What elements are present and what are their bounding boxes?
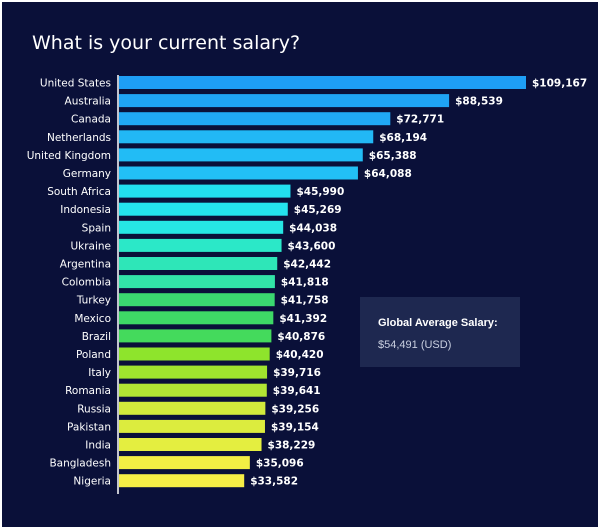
bar [119, 365, 268, 379]
value-label: $39,154 [271, 421, 319, 433]
category-label: Australia [65, 96, 111, 108]
category-label: Indonesia [60, 204, 111, 216]
value-label: $40,420 [276, 349, 324, 361]
category-label: Nigeria [73, 476, 111, 488]
global-average-value: $54,491 (USD) [378, 339, 452, 351]
value-label: $72,771 [396, 114, 444, 126]
bar [119, 347, 270, 361]
value-label: $109,167 [532, 78, 587, 90]
category-label: South Africa [47, 186, 111, 198]
category-label: Germany [63, 168, 111, 180]
category-label: United States [40, 78, 111, 90]
value-label: $39,641 [273, 385, 321, 397]
value-label: $44,038 [289, 222, 337, 234]
category-label: Pakistan [67, 421, 111, 433]
value-label: $39,256 [271, 403, 319, 415]
category-label: Italy [88, 367, 111, 379]
bar [119, 275, 275, 289]
bar [119, 202, 288, 216]
value-label: $45,990 [296, 186, 344, 198]
bar [119, 112, 391, 126]
chart-title: What is your current salary? [32, 32, 301, 54]
bar [119, 456, 250, 470]
value-label: $41,758 [281, 295, 329, 307]
category-label: Netherlands [47, 132, 111, 144]
value-label: $40,876 [277, 331, 325, 343]
value-label: $43,600 [288, 240, 336, 252]
category-label: Russia [77, 403, 111, 415]
category-label: Bangladesh [49, 458, 111, 470]
global-average-box: Global Average Salary: $54,491 (USD) [360, 297, 520, 367]
category-label: Canada [71, 114, 111, 126]
value-label: $64,088 [364, 168, 412, 180]
value-label: $88,539 [455, 96, 503, 108]
bar [119, 166, 358, 180]
category-label: Colombia [62, 277, 111, 289]
bar [119, 76, 526, 89]
value-label: $45,269 [294, 204, 342, 216]
bar [119, 401, 266, 415]
bar [119, 238, 282, 252]
value-label: $35,096 [256, 458, 304, 470]
category-label: India [85, 440, 111, 452]
bar [119, 474, 245, 488]
value-label: $68,194 [379, 132, 427, 144]
category-label: Spain [82, 222, 111, 234]
bar [119, 293, 275, 307]
bar [119, 329, 272, 343]
bar [119, 419, 265, 433]
category-label: Romania [65, 385, 111, 397]
category-label: Poland [76, 349, 111, 361]
bar [119, 130, 374, 144]
bar [119, 148, 363, 162]
category-label: Turkey [76, 295, 111, 307]
category-label: Ukraine [70, 240, 111, 252]
global-average-title: Global Average Salary: [378, 317, 498, 329]
bar [119, 220, 284, 234]
value-label: $33,582 [250, 476, 298, 488]
bar [119, 311, 274, 325]
value-label: $65,388 [369, 150, 417, 162]
category-label: Argentina [60, 259, 111, 271]
bar [119, 257, 278, 270]
value-label: $41,818 [281, 277, 329, 289]
value-label: $38,229 [268, 440, 316, 452]
category-label: United Kingdom [27, 150, 111, 162]
category-label: Brazil [82, 331, 111, 343]
category-label: Mexico [74, 313, 111, 325]
value-label: $39,716 [273, 367, 321, 379]
bar [119, 94, 450, 108]
bar [119, 383, 267, 397]
bar [119, 184, 291, 198]
value-label: $42,442 [283, 259, 331, 271]
value-label: $41,392 [279, 313, 327, 325]
bar [119, 438, 262, 451]
